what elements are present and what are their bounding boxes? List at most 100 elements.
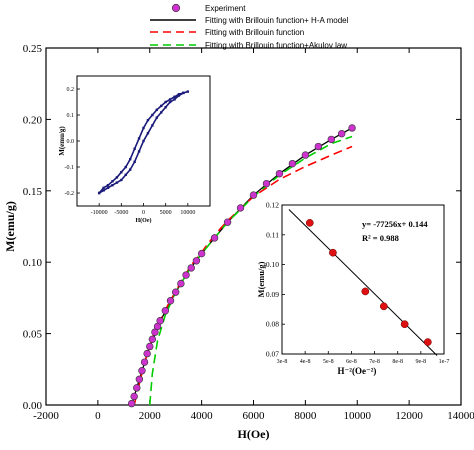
hysteresis-point [164,106,167,109]
y-tick-label: 0.2 [67,87,75,93]
data-point [210,234,219,242]
hysteresis-point [124,173,127,176]
hysteresis-point [120,178,123,182]
hysteresis-point [137,150,141,153]
x-tick-label: 0 [95,410,101,422]
y-tick-label: 0.07 [266,350,279,359]
data-point [177,279,185,288]
hysteresis-point [129,168,132,171]
y-tick-label: 0.08 [266,320,279,329]
x-tick-label: 10000 [344,410,372,422]
hysteresis-point [111,180,114,183]
fit-r-squared: R² = 0.988 [362,233,399,243]
x-tick-label: 4e-8 [300,359,311,365]
y-tick-label: 0.10 [23,257,43,269]
series-line-3 [148,135,353,406]
data-point [275,169,284,178]
hysteresis-point [146,132,150,135]
y-axis-title: M(emu/g) [3,201,17,252]
data-point [288,159,297,168]
hysteresis-point [102,186,105,189]
hysteresis-point [129,158,132,161]
hysteresis-point [142,139,145,143]
data-point [146,342,154,351]
data-point [133,384,141,392]
linear-data-point [379,302,388,311]
hysteresis-point [124,165,127,169]
x-tick-label: 5000 [160,210,172,216]
hysteresis-point [155,116,158,119]
x-tick-label: 10000 [180,210,195,216]
hysteresis-point [177,94,181,97]
hysteresis-point [133,147,136,150]
hysteresis-point [182,91,185,95]
x-tick-label: 5e-8 [323,359,334,365]
y-tick-label: 0.20 [23,114,43,126]
data-point [337,129,346,138]
data-point [197,249,206,258]
hysteresis-point [115,181,119,184]
data-point [192,257,201,265]
hysteresis-point [97,191,101,195]
y-tick-label: 0.05 [23,329,43,341]
x-tick-label: -5000 [114,210,128,216]
data-point [130,392,138,401]
hysteresis-point [177,93,181,96]
hysteresis-point [168,100,172,104]
data-point [143,349,151,358]
linear-data-point [305,219,314,227]
hysteresis-point [106,186,110,189]
x-tick-label: 14000 [447,410,474,422]
x-axis-title: H(Oe) [238,427,270,441]
linear-data-point [400,320,409,329]
y-axis-title: M(emu/g) [58,126,66,156]
data-point [148,335,157,344]
linear-data-point [423,338,432,346]
y-tick-label: 0.10 [266,260,279,269]
hysteresis-point [106,184,110,187]
hysteresis-point [111,184,114,187]
data-point [127,399,136,408]
hysteresis-point [151,124,154,127]
data-point [314,142,323,151]
data-point [161,307,170,315]
inset-hysteresis-plot: -10000 -5000 0 5000 10000 -0.2 -0.1 0.0 0.1 0.2 H(… [58,70,216,224]
legend-label: Fitting with Brillouin function+Akulov l… [205,41,347,50]
hysteresis-point [186,90,190,93]
hysteresis-point [115,176,119,179]
y-tick-label: 0.25 [23,43,43,55]
data-point [249,191,258,199]
hysteresis-point [146,119,150,122]
hysteresis-point [142,126,145,130]
data-point [156,317,164,325]
x-tick-label: 1e-7 [439,359,450,365]
x-tick-label: -10000 [91,210,108,216]
hysteresis-point [151,113,154,117]
inset-linear-plot: 3e-8 4e-8 5e-8 6e-8 7e-8 8e-8 9e-8 1e-7 0.07 0.08… [256,198,450,380]
data-point [135,375,144,383]
linear-data-point [329,248,337,257]
data-point [223,218,232,226]
hysteresis-point [120,171,123,174]
hysteresis-point [173,98,176,101]
hysteresis-point [155,108,158,111]
x-tick-label: -2000 [33,410,59,422]
y-tick-label: -0.2 [65,191,75,197]
x-tick-label: 9e-8 [416,359,427,365]
x-tick-label: 7e-8 [369,359,380,365]
fit-equation: y= -77256x+ 0.144 [362,219,428,229]
y-tick-label: 0.0 [67,139,75,145]
data-point [166,297,175,305]
y-tick-label: 0.1 [67,113,75,119]
x-tick-label: 0 [142,210,145,216]
data-point [301,151,310,159]
data-point [182,271,190,279]
y-tick-label: 0.15 [23,186,43,198]
x-tick-label: 6e-8 [346,359,357,365]
x-tick-label: 4000 [191,410,214,422]
y-tick-label: 0.00 [23,400,43,412]
x-tick-label: 2000 [139,410,162,422]
hysteresis-point [173,95,176,98]
